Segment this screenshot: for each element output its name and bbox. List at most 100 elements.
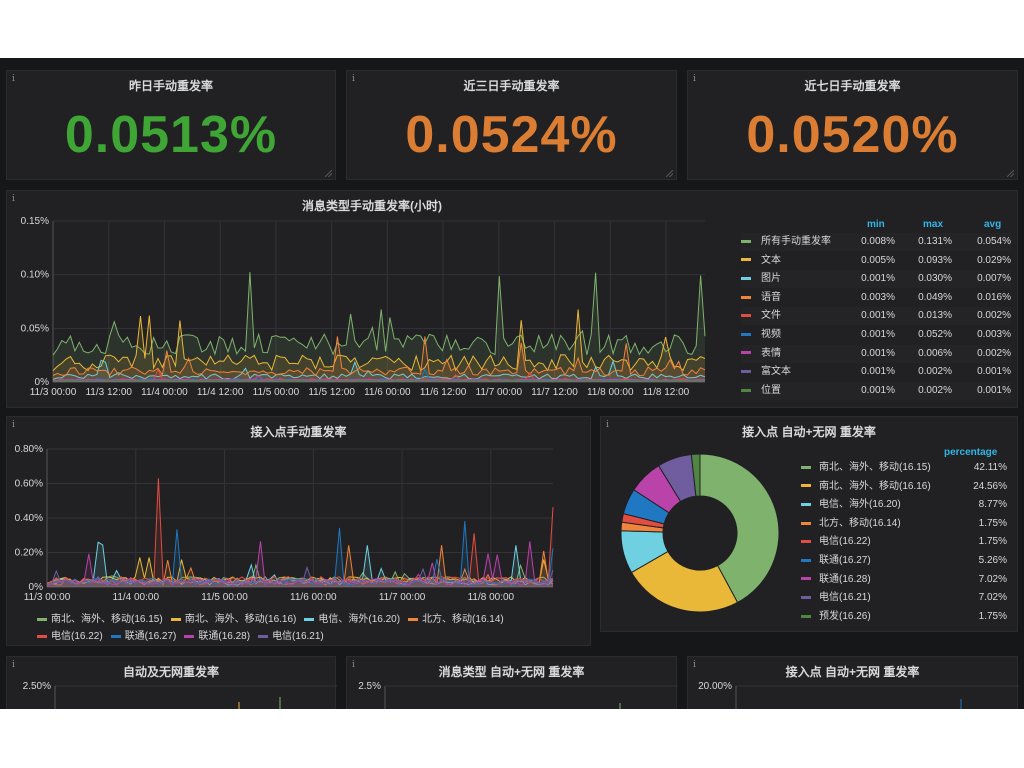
- info-icon[interactable]: i: [606, 420, 609, 430]
- info-icon[interactable]: i: [12, 194, 15, 204]
- legend-row[interactable]: 电信(16.21) 7.02%: [801, 589, 1007, 607]
- legend-item[interactable]: 电信(16.22): [37, 628, 103, 645]
- legend-header-percentage[interactable]: percentage: [944, 447, 998, 458]
- legend-item[interactable]: 联通(16.28): [184, 628, 250, 645]
- legend-row[interactable]: 文本 0.005% 0.093% 0.029%: [741, 252, 1011, 270]
- legend-max: 0.131%: [918, 236, 952, 247]
- legend-item[interactable]: 联通(16.27): [110, 628, 177, 645]
- legend-max: 0.093%: [918, 254, 952, 266]
- legend-label: 视频: [761, 329, 781, 340]
- legend-label: 联通(16.27): [124, 631, 177, 642]
- access-point-auto-offline-chart[interactable]: 20.00%: [688, 657, 1019, 709]
- info-icon[interactable]: i: [693, 74, 696, 84]
- legend-item[interactable]: 电信(16.21): [258, 628, 324, 645]
- legend-row[interactable]: 表情 0.001% 0.006% 0.002%: [741, 344, 1011, 363]
- legend-row[interactable]: 电信、海外(16.20) 8.77%: [801, 496, 1007, 514]
- series-line[interactable]: [46, 521, 554, 586]
- legend-row[interactable]: 联通(16.28) 7.02%: [801, 571, 1007, 589]
- legend-row[interactable]: 位置 0.001% 0.002% 0.001%: [741, 381, 1011, 400]
- info-icon[interactable]: i: [352, 74, 355, 84]
- legend-row[interactable]: 联通(16.27) 5.26%: [801, 552, 1007, 570]
- legend-percentage: 8.77%: [978, 499, 1007, 511]
- auto-offline-resend-panel[interactable]: i 自动及无网重发率 2.50%: [6, 656, 337, 709]
- legend-row[interactable]: 南北、海外、移动(16.16) 24.56%: [801, 478, 1007, 496]
- y-tick-label: 2.5%: [358, 681, 381, 692]
- legend-row[interactable]: 图片 0.001% 0.030% 0.007%: [741, 270, 1011, 289]
- series-line[interactable]: [52, 309, 706, 372]
- legend-avg: 0.054%: [977, 236, 1011, 247]
- msg-type-line-chart[interactable]: 0.15% 0.10% 0.05% 0%11/3 00:00 11/3 12:00 11/…: [7, 191, 717, 409]
- y-tick-label: 0%: [35, 377, 50, 388]
- x-tick-label: 11/3 00:00: [30, 387, 77, 398]
- legend-label: 电信(16.22): [819, 536, 871, 548]
- msg-type-auto-offline-panel[interactable]: i 消息类型 自动+无网 重发率 2.5%: [346, 656, 678, 709]
- pie-slice[interactable]: [690, 453, 701, 497]
- access-point-donut-chart[interactable]: [605, 443, 795, 623]
- legend-header-avg[interactable]: avg: [984, 219, 1002, 230]
- legend-label: 南北、海外、移动(16.16): [184, 614, 297, 625]
- legend-row[interactable]: 视频 0.001% 0.052% 0.003%: [741, 326, 1011, 344]
- info-icon[interactable]: i: [693, 660, 696, 670]
- y-tick-label: 0.05%: [21, 323, 49, 334]
- series-line[interactable]: [46, 478, 554, 585]
- legend-swatch: [184, 634, 195, 638]
- legend-swatch: [37, 634, 47, 638]
- series-line[interactable]: [52, 272, 706, 356]
- access-point-chart-panel[interactable]: i 接入点手动重发率 0.80% 0.60% 0.40% 0.20% 0% 11/3 00…: [6, 416, 591, 646]
- access-point-legend: 南北、海外、移动(16.15) 南北、海外、移动(16.16) 电信、海外(16.2…: [37, 611, 577, 645]
- resize-handle-icon[interactable]: [666, 170, 673, 177]
- auto-offline-chart[interactable]: 2.50%: [7, 657, 337, 709]
- x-tick-label: 11/6 12:00: [420, 387, 467, 398]
- resize-handle-icon[interactable]: [1007, 170, 1014, 177]
- legend-item[interactable]: 南北、海外、移动(16.15): [37, 611, 163, 628]
- access-point-line-chart[interactable]: 0.80% 0.60% 0.40% 0.20% 0%11/3 00:00 11/4 00:…: [7, 417, 592, 607]
- series-line[interactable]: [46, 541, 554, 587]
- series-line[interactable]: [46, 565, 554, 586]
- info-icon[interactable]: i: [352, 660, 355, 670]
- legend-header-min[interactable]: min: [867, 219, 885, 230]
- legend-item[interactable]: 北方、移动(16.14): [408, 611, 504, 628]
- legend-row[interactable]: 文件 0.001% 0.013% 0.002%: [741, 307, 1011, 326]
- legend-row[interactable]: 北方、移动(16.14) 1.75%: [801, 515, 1007, 533]
- stat-title: 昨日手动重发率: [128, 79, 213, 93]
- access-point-auto-offline-panel[interactable]: i 接入点 自动+无网 重发率 20.00%: [687, 656, 1019, 709]
- x-tick-label: 11/6 00:00: [290, 592, 337, 603]
- stat-panel-seven-days[interactable]: i 近七日手动重发率 0.0520%: [687, 70, 1018, 180]
- series-line[interactable]: [52, 379, 706, 383]
- legend-percentage: 24.56%: [973, 480, 1007, 492]
- info-icon[interactable]: i: [12, 420, 15, 430]
- pie-slice[interactable]: [699, 453, 780, 604]
- msg-type-chart-panel[interactable]: i 消息类型手动重发率(小时) 0.15% 0.10% 0.05% 0% 11/3 00…: [6, 190, 1018, 408]
- resize-handle-icon[interactable]: [325, 170, 332, 177]
- info-icon[interactable]: i: [12, 74, 15, 84]
- stat-panel-yesterday[interactable]: i 昨日手动重发率 0.0513%: [6, 70, 336, 180]
- y-tick-label: 0.60%: [15, 479, 43, 490]
- legend-label: 联通(16.28): [198, 631, 251, 642]
- legend-min: 0.003%: [861, 291, 895, 303]
- legend-item[interactable]: 南北、海外、移动(16.16): [170, 611, 297, 628]
- legend-row[interactable]: 所有手动重发率 0.008% 0.131% 0.054%: [741, 233, 1011, 251]
- msg-type-auto-offline-chart[interactable]: 2.5%: [347, 657, 678, 709]
- stat-panel-three-days[interactable]: i 近三日手动重发率 0.0524%: [346, 70, 677, 180]
- legend-row[interactable]: 语音 0.003% 0.049% 0.016%: [741, 289, 1011, 307]
- legend-row[interactable]: 南北、海外、移动(16.15) 42.11%: [801, 459, 1007, 477]
- stat-value: 0.0513%: [64, 106, 278, 164]
- legend-row[interactable]: 预发(16.26) 1.75%: [801, 608, 1007, 626]
- series-line[interactable]: [52, 336, 706, 377]
- legend-header-max[interactable]: max: [923, 219, 944, 230]
- legend-label: 电信(16.21): [819, 592, 871, 604]
- info-icon[interactable]: i: [12, 660, 15, 670]
- legend-percentage: 42.11%: [973, 462, 1007, 473]
- pie-chart-panel[interactable]: i 接入点 自动+无网 重发率 percentage 南北、海外、移动(16.1…: [600, 416, 1018, 632]
- legend-row[interactable]: 电信(16.22) 1.75%: [801, 533, 1007, 551]
- stat-value: 0.0520%: [746, 106, 959, 164]
- legend-avg: 0.001%: [977, 384, 1011, 396]
- legend-item[interactable]: 电信、海外(16.20): [304, 611, 400, 628]
- x-tick-label: 11/3 00:00: [24, 592, 71, 603]
- pie-slice[interactable]: [630, 550, 739, 613]
- legend-label: 富文本: [761, 366, 791, 378]
- series-area: [47, 541, 553, 587]
- legend-label: 文件: [761, 310, 781, 322]
- legend-row[interactable]: 富文本 0.001% 0.002% 0.001%: [741, 363, 1011, 381]
- series-line[interactable]: [52, 359, 706, 380]
